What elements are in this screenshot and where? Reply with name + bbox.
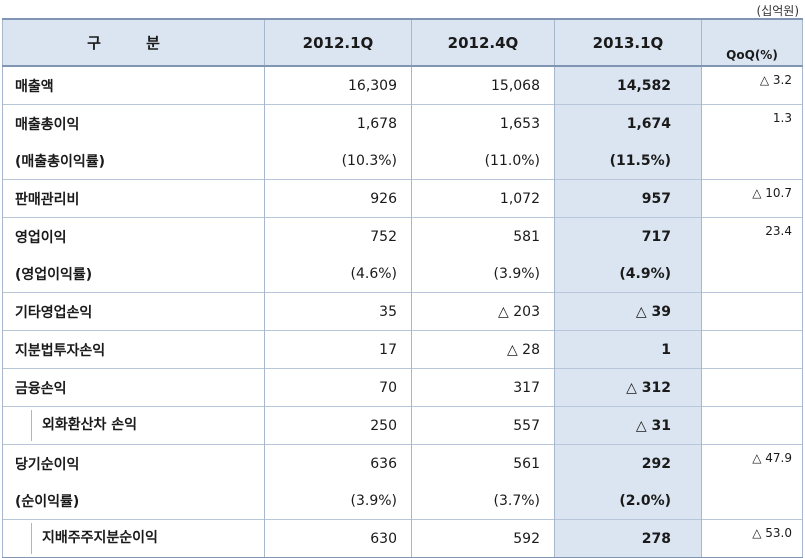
value-qoq: △ 3.2 (701, 65, 803, 105)
value-2012-1q: 16,309 (264, 65, 412, 105)
value-2012-4q: △ 203 (411, 292, 555, 331)
value-2012-4q: (3.9%) (411, 255, 555, 293)
value-2012-4q: 15,068 (411, 65, 555, 105)
table-row: 당기순이익 636 561 292 △ 47.9 (2, 444, 803, 482)
value-2012-4q: 317 (411, 368, 555, 407)
value-2013-1q: △ 39 (554, 292, 702, 331)
value-2012-4q: 592 (411, 519, 555, 558)
value-2012-1q: (10.3%) (264, 142, 412, 180)
row-label: 지분법투자손익 (2, 330, 265, 369)
value-2012-4q: △ 28 (411, 330, 555, 369)
value-2012-1q: 35 (264, 292, 412, 331)
value-2013-1q: 1,674 (554, 104, 702, 142)
value-qoq (701, 406, 803, 445)
row-label: 매출액 (2, 65, 265, 105)
row-label: 외화환산차 손익 (31, 410, 254, 441)
table-row: 외화환산차 손익 250 557 △ 31 (2, 406, 803, 445)
row-label: 영업이익 (2, 217, 265, 255)
value-2013-1q: 957 (554, 179, 702, 218)
table-row: 판매관리비 926 1,072 957 △ 10.7 (2, 179, 803, 218)
value-2013-1q: (2.0%) (554, 482, 702, 520)
row-label: 기타영업손익 (2, 292, 265, 331)
value-qoq (701, 482, 803, 520)
row-label-cell: 지배주주지분순이익 (2, 519, 265, 558)
value-2012-1q: (3.9%) (264, 482, 412, 520)
value-qoq (701, 255, 803, 293)
value-2013-1q: 14,582 (554, 65, 702, 105)
table-row: 영업이익 752 581 717 23.4 (2, 217, 803, 255)
header-2012-1q: 2012.1Q (264, 18, 412, 67)
value-2013-1q: 278 (554, 519, 702, 558)
value-qoq: 1.3 (701, 104, 803, 142)
table-row: 기타영업손익 35 △ 203 △ 39 (2, 292, 803, 331)
table-row: 매출총이익 1,678 1,653 1,674 1.3 (2, 104, 803, 142)
header-category: 구 분 (2, 18, 265, 67)
value-2012-1q: 636 (264, 444, 412, 482)
value-2013-1q: (11.5%) (554, 142, 702, 180)
table-row: 지배주주지분순이익 630 592 278 △ 53.0 (2, 519, 803, 558)
row-label: (영업이익률) (2, 255, 265, 293)
value-2012-4q: (11.0%) (411, 142, 555, 180)
header-row: 구 분 2012.1Q 2012.4Q 2013.1Q QoQ(%) (2, 18, 803, 67)
value-2012-1q: 926 (264, 179, 412, 218)
value-qoq: △ 53.0 (701, 519, 803, 558)
table-row: 매출액 16,309 15,068 14,582 △ 3.2 (2, 65, 803, 105)
table-row: (순이익률) (3.9%) (3.7%) (2.0%) (2, 482, 803, 520)
value-qoq (701, 368, 803, 407)
row-label: 매출총이익 (2, 104, 265, 142)
row-label: (순이익률) (2, 482, 265, 520)
value-2012-1q: (4.6%) (264, 255, 412, 293)
value-2012-1q: 250 (264, 406, 412, 445)
value-2012-1q: 1,678 (264, 104, 412, 142)
value-2012-4q: (3.7%) (411, 482, 555, 520)
value-2012-1q: 630 (264, 519, 412, 558)
value-2012-4q: 561 (411, 444, 555, 482)
table-row: 지분법투자손익 17 △ 28 1 (2, 330, 803, 369)
table-row: 금융손익 70 317 △ 312 (2, 368, 803, 407)
value-2012-1q: 70 (264, 368, 412, 407)
value-2013-1q: △ 312 (554, 368, 702, 407)
value-2012-4q: 557 (411, 406, 555, 445)
value-2012-1q: 752 (264, 217, 412, 255)
value-qoq (701, 142, 803, 180)
value-qoq: △ 47.9 (701, 444, 803, 482)
value-qoq: △ 10.7 (701, 179, 803, 218)
row-label-cell: 외화환산차 손익 (2, 406, 265, 445)
header-2013-1q: 2013.1Q (554, 18, 702, 67)
header-2012-4q: 2012.4Q (411, 18, 555, 67)
value-2012-4q: 1,653 (411, 104, 555, 142)
value-qoq (701, 292, 803, 331)
row-label: 판매관리비 (2, 179, 265, 218)
value-qoq: 23.4 (701, 217, 803, 255)
value-2013-1q: 292 (554, 444, 702, 482)
value-qoq (701, 330, 803, 369)
value-2012-4q: 1,072 (411, 179, 555, 218)
financial-table: 구 분 2012.1Q 2012.4Q 2013.1Q QoQ(%) 매출액 1… (2, 18, 803, 558)
value-2012-4q: 581 (411, 217, 555, 255)
unit-label: (십억원) (756, 4, 799, 18)
row-label: 지배주주지분순이익 (31, 523, 254, 554)
row-label: 당기순이익 (2, 444, 265, 482)
value-2012-1q: 17 (264, 330, 412, 369)
table-row: (매출총이익률) (10.3%) (11.0%) (11.5%) (2, 142, 803, 180)
header-qoq: QoQ(%) (701, 18, 803, 67)
row-label: 금융손익 (2, 368, 265, 407)
value-2013-1q: (4.9%) (554, 255, 702, 293)
table-row: (영업이익률) (4.6%) (3.9%) (4.9%) (2, 255, 803, 293)
value-2013-1q: 1 (554, 330, 702, 369)
value-2013-1q: △ 31 (554, 406, 702, 445)
row-label: (매출총이익률) (2, 142, 265, 180)
value-2013-1q: 717 (554, 217, 702, 255)
